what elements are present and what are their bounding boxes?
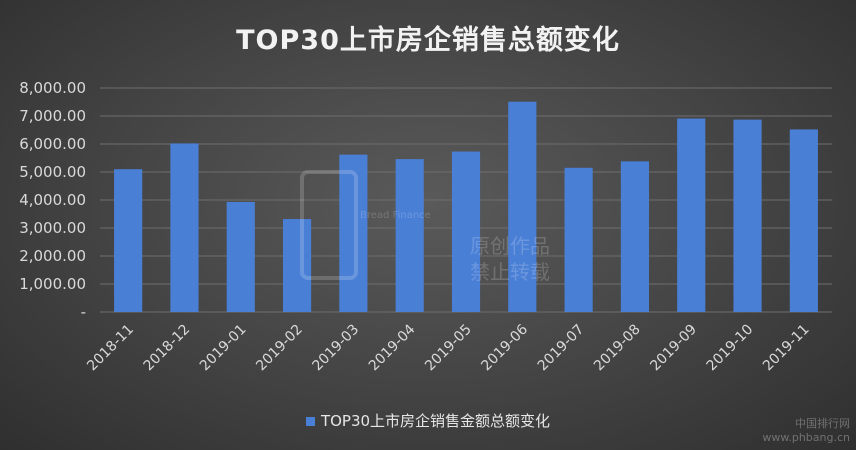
bar	[620, 161, 649, 312]
bar	[283, 219, 312, 312]
y-tick-label: 6,000.00	[19, 135, 86, 153]
x-tick-label: 2018-12	[141, 322, 194, 375]
y-tick-label: 4,000.00	[19, 191, 86, 209]
x-tick-label: 2019-07	[535, 322, 588, 375]
x-tick-label: 2019-09	[647, 322, 700, 375]
legend-label: TOP30上市房企销售金额总额变化	[320, 412, 551, 430]
x-tick-label: 2019-02	[253, 322, 306, 375]
bar	[733, 119, 762, 312]
y-tick-label: -	[81, 303, 86, 321]
corner-watermark: 中国排行网 www.phbang.cn	[762, 415, 850, 444]
x-tick-label: 2018-11	[84, 322, 137, 375]
x-tick-label: 2019-06	[478, 321, 531, 374]
bars	[114, 101, 818, 313]
legend-swatch	[305, 417, 315, 426]
y-tick-label: 5,000.00	[19, 163, 86, 181]
chart-title: TOP30上市房企销售总额变化	[236, 25, 620, 56]
bar	[451, 151, 481, 312]
y-axis-ticks: - 1,000.00 2,000.00 3,000.00 4,000.00 5,000.0…	[19, 79, 86, 321]
bar	[508, 101, 537, 312]
x-tick-label: 2019-11	[760, 322, 813, 375]
x-tick-label: 2019-08	[591, 322, 644, 375]
bar	[170, 143, 199, 312]
y-tick-label: 1,000.00	[19, 275, 86, 293]
bar	[789, 129, 818, 312]
x-tick-label: 2019-03	[310, 322, 363, 375]
bar	[564, 167, 593, 312]
x-tick-label: 2019-04	[366, 321, 419, 374]
x-tick-label: 2019-01	[197, 322, 250, 375]
bar	[677, 118, 706, 313]
y-tick-label: 8,000.00	[19, 79, 86, 97]
corner-site-name: 中国排行网	[795, 417, 850, 430]
legend: TOP30上市房企销售金额总额变化	[0, 410, 856, 431]
x-tick-label: 2019-05	[422, 322, 475, 375]
bar	[226, 201, 255, 312]
x-tick-label: 2019-10	[704, 322, 757, 375]
y-tick-label: 3,000.00	[19, 219, 86, 237]
y-tick-label: 7,000.00	[19, 107, 86, 125]
x-axis-ticks: 2018-11 2018-12 2019-01 2019-02 2019-03 2019-…	[84, 321, 812, 374]
y-tick-label: 2,000.00	[19, 247, 86, 265]
bar	[339, 154, 368, 312]
corner-site-url: www.phbang.cn	[762, 431, 850, 444]
bar	[114, 169, 143, 312]
bar	[395, 159, 424, 312]
